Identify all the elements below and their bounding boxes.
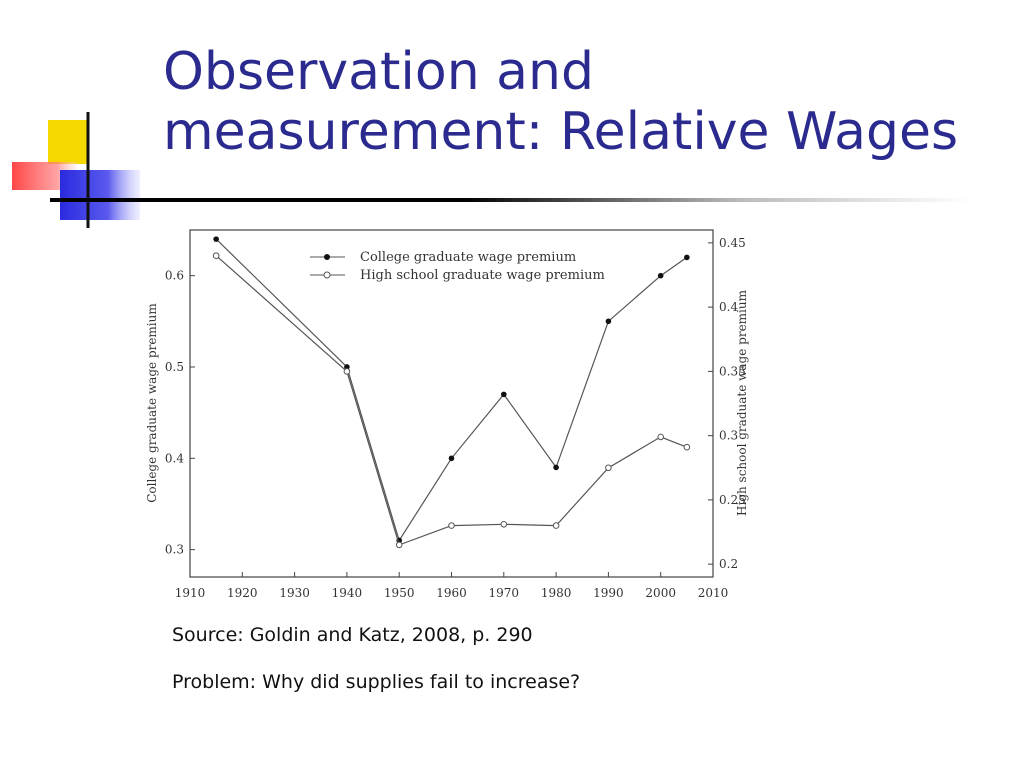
- data-point-highschool: [657, 433, 665, 441]
- y-tick-label-left: 0.5: [165, 360, 184, 374]
- title-line-2: measurement: Relative Wages: [163, 102, 959, 162]
- y-tick-label-right: 0.2: [719, 557, 738, 571]
- data-point-college: [684, 254, 690, 261]
- x-tick-label: 1930: [279, 586, 310, 600]
- legend-marker-highschool: [323, 271, 331, 279]
- wage-premium-chart: College graduate wage premium High schoo…: [145, 229, 749, 600]
- data-point-highschool: [343, 368, 351, 375]
- y-tick-label-left: 0.3: [165, 543, 184, 557]
- problem-caption: Problem: Why did supplies fail to increa…: [172, 671, 581, 693]
- series-line-college: [215, 238, 688, 542]
- y-tick-label-right: 0.3: [719, 429, 738, 443]
- slide-logo: [12, 112, 140, 228]
- x-tick-label: 1960: [436, 586, 467, 600]
- y-tick-label-left: 0.4: [165, 451, 184, 465]
- x-tick-label: 1970: [489, 586, 520, 600]
- data-point-college: [448, 455, 455, 462]
- title-line-1: Observation and: [163, 42, 595, 102]
- data-point-highschool: [683, 443, 691, 451]
- y-axis-label-right: High school graduate wage premium: [735, 289, 749, 516]
- data-point-college: [657, 272, 664, 279]
- x-tick-label: 1910: [175, 586, 206, 600]
- data-point-college: [344, 364, 350, 370]
- page-title: Observation and measurement: Relative Wa…: [163, 42, 1013, 162]
- y-tick-label-right: 0.25: [719, 493, 746, 507]
- data-point-college: [553, 464, 559, 471]
- x-tick-label: 2010: [698, 586, 729, 600]
- logo-yellow-square: [48, 120, 88, 164]
- x-tick-label: 1990: [593, 586, 624, 600]
- x-tick-label: 1940: [332, 586, 363, 600]
- y-tick-label-left: 0.6: [165, 269, 184, 283]
- x-tick-label: 1920: [227, 586, 258, 600]
- y-axis-label-left: College graduate wage premium: [145, 303, 159, 503]
- legend-label-college: College graduate wage premium: [360, 250, 576, 265]
- data-point-highschool: [552, 522, 560, 529]
- y-tick-label-right: 0.4: [719, 300, 738, 314]
- legend-marker-college: [324, 254, 330, 260]
- chart-legend: College graduate wage premium High schoo…: [310, 250, 605, 283]
- data-point-highschool: [395, 541, 403, 549]
- data-point-highschool: [605, 464, 612, 472]
- legend-label-highschool: High school graduate wage premium: [360, 268, 605, 283]
- source-caption: Source: Goldin and Katz, 2008, p. 290: [172, 624, 533, 646]
- data-point-highschool: [448, 522, 455, 529]
- data-point-college: [605, 318, 612, 325]
- data-point-highschool: [212, 252, 220, 260]
- title-divider: [50, 198, 970, 202]
- y-tick-label-right: 0.45: [719, 236, 746, 250]
- x-tick-label: 2000: [645, 586, 676, 600]
- series-line-highschool: [215, 255, 688, 546]
- logo-blue-square: [60, 170, 140, 220]
- y-tick-label-right: 0.35: [719, 364, 746, 378]
- data-point-highschool: [500, 521, 508, 528]
- x-tick-label: 1980: [541, 586, 572, 600]
- x-tick-label: 1950: [384, 586, 415, 600]
- data-point-college: [213, 236, 219, 242]
- data-point-college: [501, 391, 507, 398]
